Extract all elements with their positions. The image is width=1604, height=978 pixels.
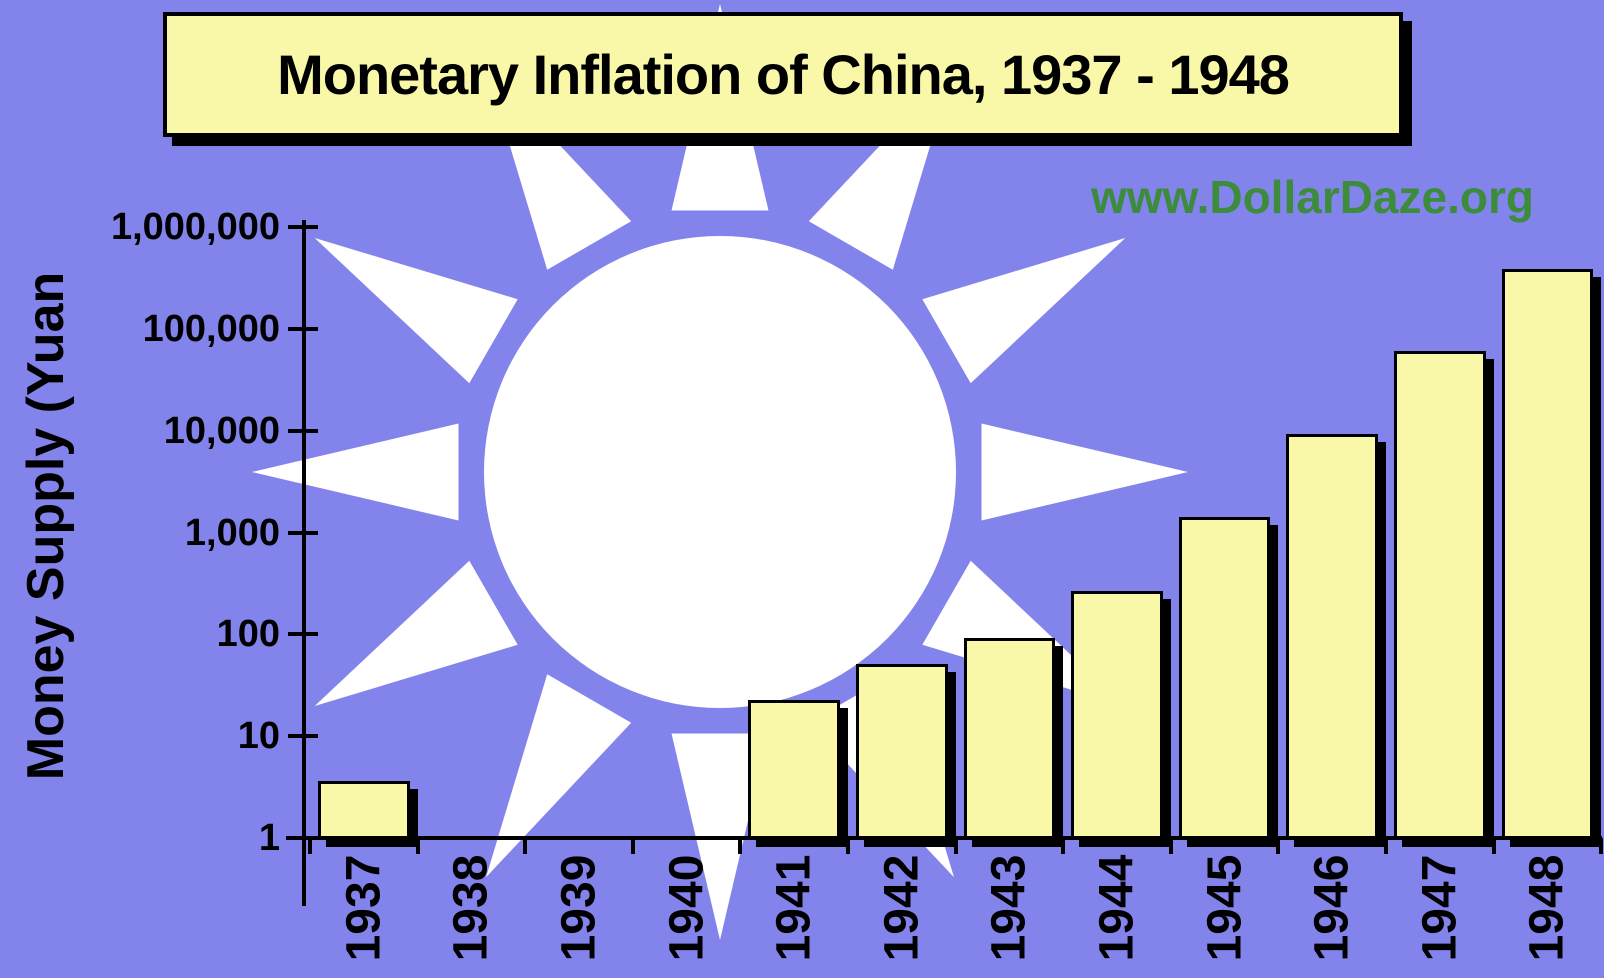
y-tick-4	[288, 428, 318, 433]
x-tick-1	[415, 838, 420, 854]
x-label-1940: 1940	[660, 854, 714, 962]
y-tick-6	[288, 225, 318, 230]
x-label-1945: 1945	[1198, 854, 1252, 962]
sun-ray-icon	[314, 560, 518, 706]
x-tick-8	[1168, 838, 1173, 854]
x-label-1938: 1938	[444, 854, 498, 962]
bar-1947	[1394, 350, 1486, 839]
bar-1944	[1071, 591, 1163, 839]
x-label-1946: 1946	[1305, 854, 1359, 962]
sun-ray-icon	[922, 238, 1126, 384]
sun-ray-icon	[314, 238, 518, 384]
x-tick-9	[1276, 838, 1281, 854]
chart-title: Monetary Inflation of China, 1937 - 1948	[277, 43, 1290, 106]
y-tick-1	[288, 734, 318, 739]
bar-1937	[318, 781, 410, 839]
y-axis-line	[302, 220, 306, 906]
sun-ray-icon	[981, 423, 1188, 521]
x-tick-3	[630, 838, 635, 854]
y-tick-label-2: 100	[216, 613, 280, 656]
bar-1945	[1178, 517, 1271, 839]
watermark-link[interactable]: www.DollarDaze.org	[1090, 171, 1534, 223]
x-label-1944: 1944	[1090, 854, 1144, 962]
x-tick-11	[1491, 838, 1496, 854]
x-label-1942: 1942	[875, 854, 929, 962]
bar-1942	[856, 664, 948, 839]
x-label-1943: 1943	[982, 854, 1036, 962]
x-label-1937: 1937	[337, 854, 391, 962]
y-tick-label-4: 10,000	[163, 409, 280, 452]
y-tick-label-1: 10	[237, 715, 280, 758]
y-tick-2	[288, 632, 318, 637]
x-tick-6	[953, 838, 958, 854]
sun-ray-icon	[252, 423, 459, 521]
bar-1943	[963, 637, 1056, 839]
sun-circle-icon	[484, 236, 956, 708]
x-tick-10	[1384, 838, 1388, 854]
y-tick-0	[288, 836, 318, 840]
x-label-1948: 1948	[1520, 854, 1574, 962]
x-tick-7	[1061, 838, 1066, 854]
y-tick-5	[288, 326, 318, 331]
y-tick-label-3: 1,000	[184, 511, 280, 554]
chart-title-box: Monetary Inflation of China, 1937 - 1948	[163, 12, 1403, 137]
x-label-1941: 1941	[767, 854, 821, 962]
x-tick-12	[1599, 838, 1604, 854]
y-tick-label-6: 1,000,000	[110, 206, 280, 249]
x-tick-5	[846, 838, 850, 854]
x-axis-line	[286, 836, 1602, 840]
x-label-1947: 1947	[1413, 854, 1467, 962]
y-tick-label-5: 100,000	[142, 307, 280, 350]
bar-1948	[1501, 269, 1594, 839]
x-tick-2	[523, 838, 528, 854]
x-label-1939: 1939	[552, 854, 606, 962]
bar-1946	[1286, 433, 1378, 839]
y-tick-label-0: 1	[258, 817, 280, 859]
y-tick-3	[288, 530, 318, 535]
sun-ray-icon	[486, 674, 632, 878]
x-tick-4	[738, 838, 743, 854]
bar-1941	[748, 700, 840, 839]
x-tick-0	[308, 838, 312, 854]
